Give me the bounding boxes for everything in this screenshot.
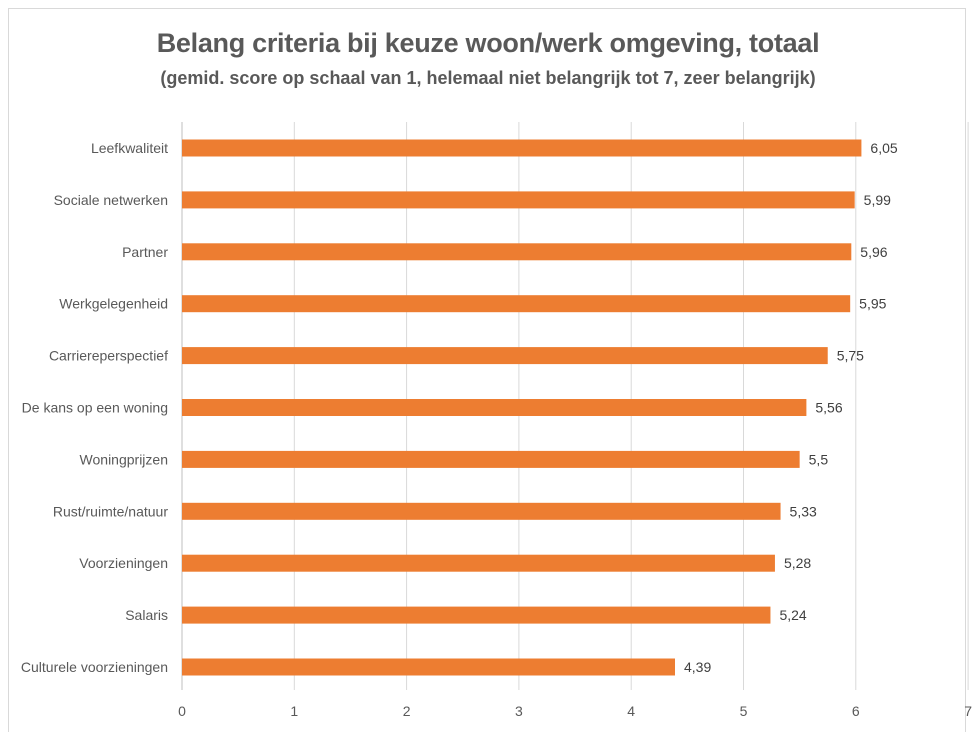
- x-tick-label: 3: [515, 703, 523, 719]
- x-tick-label: 7: [964, 703, 972, 719]
- data-label: 5,56: [815, 400, 842, 416]
- data-label: 5,96: [860, 244, 887, 260]
- bar: [182, 502, 781, 520]
- category-label: Salaris: [125, 607, 168, 623]
- chart-subtitle: (gemid. score op schaal van 1, helemaal …: [160, 68, 816, 88]
- x-tick-label: 4: [627, 703, 635, 719]
- x-tick-label: 5: [740, 703, 748, 719]
- bar: [182, 658, 675, 676]
- x-tick-label: 0: [178, 703, 186, 719]
- category-label: Voorzieningen: [79, 555, 168, 571]
- data-label: 5,99: [864, 192, 891, 208]
- x-axis-ticks: 0 1 2 3 4 5 6 7: [178, 703, 972, 719]
- x-tick-label: 1: [290, 703, 298, 719]
- data-label: 4,39: [684, 659, 711, 675]
- data-labels: 6,05 5,99 5,96 5,95 5,75 5,56 5,5 5,33 5,28 5,24 4…: [684, 140, 898, 675]
- category-label: Woningprijzen: [80, 451, 168, 467]
- category-label: Werkgelegenheid: [59, 296, 168, 312]
- data-label: 5,24: [779, 607, 806, 623]
- category-label: Rust/ruimte/natuur: [53, 503, 168, 519]
- category-labels: Leefkwaliteit Sociale netwerken Partner Wer…: [21, 140, 168, 675]
- data-label: 5,95: [859, 296, 886, 312]
- x-tick-label: 6: [852, 703, 860, 719]
- bar: [182, 347, 828, 365]
- category-label: Carriereperspectief: [49, 348, 168, 364]
- chart-title: Belang criteria bij keuze woon/werk omge…: [156, 28, 820, 58]
- bar: [182, 450, 800, 468]
- data-label: 5,33: [790, 503, 817, 519]
- x-tick-label: 2: [403, 703, 411, 719]
- category-label: De kans op een woning: [22, 400, 168, 416]
- bar: [182, 399, 807, 416]
- bar: [182, 191, 855, 209]
- bar: [182, 606, 771, 624]
- category-label: Culturele voorzieningen: [21, 659, 168, 675]
- category-label: Partner: [122, 244, 168, 260]
- bars: [182, 139, 862, 676]
- category-label: Sociale netwerken: [54, 192, 168, 208]
- data-label: 5,75: [837, 348, 864, 364]
- bar: [182, 139, 862, 157]
- bar: [182, 243, 852, 261]
- category-label: Leefkwaliteit: [91, 140, 168, 156]
- data-label: 5,5: [809, 451, 829, 467]
- bar: [182, 554, 775, 572]
- data-label: 6,05: [870, 140, 897, 156]
- bar: [182, 295, 851, 313]
- data-label: 5,28: [784, 555, 811, 571]
